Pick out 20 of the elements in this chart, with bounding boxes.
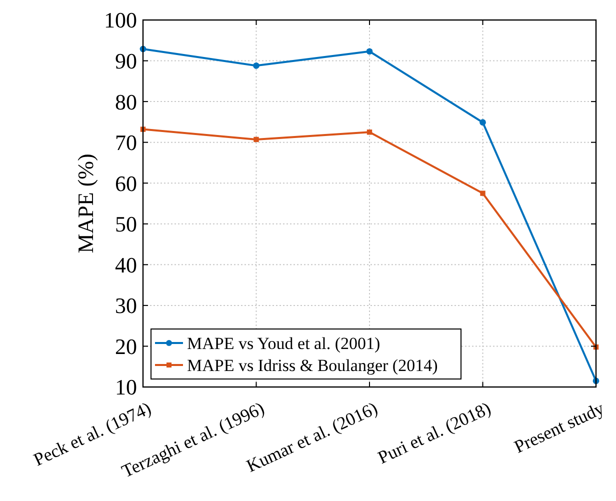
point — [254, 136, 259, 142]
y-tick-label: 50 — [115, 212, 137, 237]
y-axis-title: MAPE (%) — [73, 154, 98, 254]
point — [253, 62, 260, 69]
point — [366, 48, 373, 55]
y-tick-label: 30 — [115, 293, 137, 318]
legend-label: MAPE vs Youd et al. (2001) — [187, 334, 380, 353]
point — [366, 130, 372, 135]
x-tick-label: Present study — [511, 398, 608, 457]
y-tick-label: 10 — [115, 374, 137, 400]
y-tick-label: 100 — [104, 8, 137, 33]
y-tick-label: 20 — [115, 334, 137, 359]
point — [480, 119, 486, 126]
point — [480, 190, 486, 196]
legend-label: MAPE vs Idriss & Boulanger (2014) — [187, 356, 438, 375]
y-tick-label: 80 — [115, 89, 137, 114]
y-tick-label: 60 — [115, 170, 137, 196]
y-tick-label: 70 — [115, 130, 137, 156]
y-tick-label: 40 — [115, 252, 137, 278]
y-tick-label: 90 — [115, 48, 137, 74]
